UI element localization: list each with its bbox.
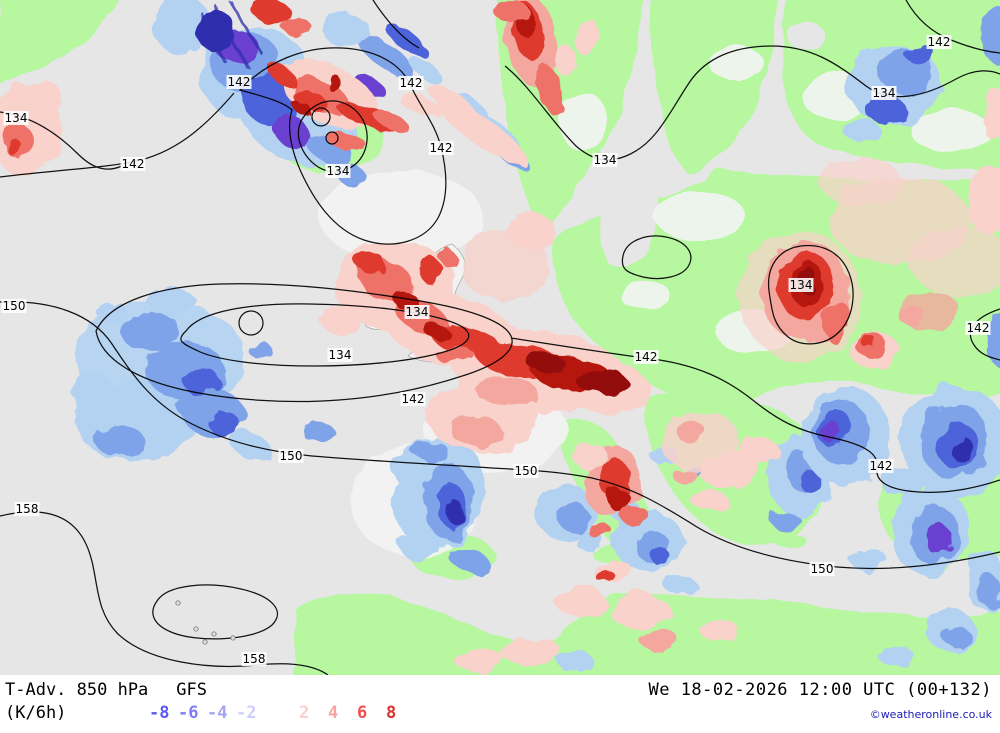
- island-specks: [175, 600, 236, 645]
- contour-label: 142: [122, 157, 145, 171]
- contour-label: 150: [3, 299, 26, 313]
- scale-value-6: 6: [357, 703, 368, 723]
- scale-value-8: 8: [386, 703, 397, 723]
- contour-label: 142: [928, 35, 951, 49]
- contour-label: 158: [16, 502, 39, 516]
- contour-label: 142: [967, 321, 990, 335]
- contour-labels: 134 142 150 158 142 142 142 134 134 134 142 150 150 1…: [1, 35, 991, 666]
- unit-label: (K/6h): [5, 703, 67, 723]
- contour-label: 142: [430, 141, 453, 155]
- warm-advection-region: [0, 0, 1000, 673]
- scale-value--8: -8: [149, 703, 170, 723]
- contour-label: 142: [400, 76, 423, 90]
- parameter-title: T-Adv. 850 hPa GFS: [5, 680, 207, 700]
- model-label: GFS: [176, 680, 208, 700]
- contour-label: 134: [327, 164, 350, 178]
- contour-label: 134: [873, 86, 896, 100]
- contour-label: 134: [790, 278, 813, 292]
- contour-label: 142: [402, 392, 425, 406]
- map-footer: T-Adv. 850 hPa GFS We 18-02-2026 12:00 UT…: [0, 675, 1000, 733]
- contour-label: 158: [243, 652, 266, 666]
- contour-label: 142: [635, 350, 658, 364]
- contour-label: 150: [811, 562, 834, 576]
- contour-label: 150: [515, 464, 538, 478]
- contour-label: 142: [228, 75, 251, 89]
- scale-value-2: 2: [299, 703, 310, 723]
- contour-lines: [0, 0, 1000, 675]
- scale-value-4: 4: [328, 703, 339, 723]
- valid-datetime: We 18-02-2026 12:00 UTC (00+132): [648, 680, 992, 700]
- color-scale: -8 -6 -4 -2 2 4 6 8: [149, 703, 415, 723]
- scale-value--2: -2: [236, 703, 257, 723]
- parameter-label: T-Adv. 850 hPa: [5, 680, 149, 700]
- copyright-link[interactable]: ©weatheronline.co.uk: [869, 708, 992, 721]
- contour-label: 150: [280, 449, 303, 463]
- contour-label: 134: [329, 348, 352, 362]
- contour-label: 134: [406, 305, 429, 319]
- cold-advection-region: [75, 0, 1000, 671]
- scale-value--6: -6: [178, 703, 199, 723]
- contour-label: 142: [870, 459, 893, 473]
- scale-value--4: -4: [207, 703, 228, 723]
- contour-label: 134: [5, 111, 28, 125]
- map-canvas: 134 142 150 158 142 142 142 134 134 134 142 150 150 1…: [0, 0, 1000, 675]
- contour-label: 134: [594, 153, 617, 167]
